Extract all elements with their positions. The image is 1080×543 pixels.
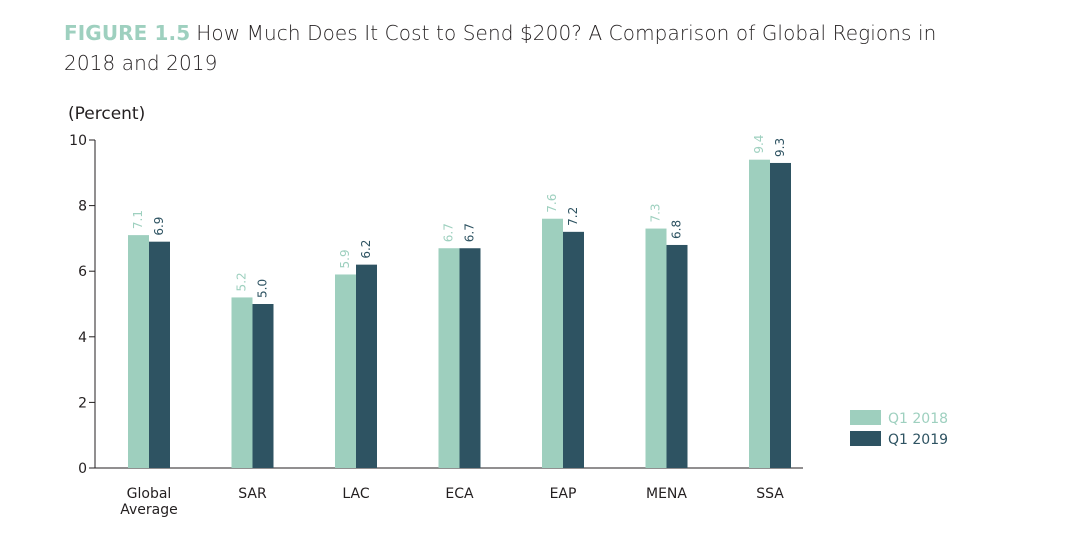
bar-q1-2019 (563, 231, 584, 468)
data-label: 6.8 (670, 220, 684, 239)
data-label: 5.2 (235, 272, 249, 291)
y-axis: 0 2 4 6 8 10 (69, 133, 803, 477)
chart-title: FIGURE 1.5 How Much Does It Cost to Send … (64, 18, 964, 78)
legend-swatch-q1-2019 (850, 431, 881, 446)
bar-q1-2018 (645, 228, 667, 468)
data-label: 6.9 (152, 217, 166, 236)
bar-q1-2019 (459, 248, 481, 468)
bar-q1-2019 (770, 162, 791, 468)
data-label: 6.7 (442, 223, 456, 242)
figure-label: FIGURE 1.5 (64, 21, 191, 45)
y-tick-label: 6 (78, 264, 87, 280)
data-label: 5.0 (256, 279, 270, 298)
legend-swatch-q1-2018 (850, 410, 881, 425)
category-label: EAP (550, 486, 577, 502)
y-tick-label: 10 (69, 133, 87, 149)
figure-title: How Much Does It Cost to Send $200? A Co… (64, 21, 937, 75)
bar-q1-2019 (149, 241, 170, 468)
bar-q1-2019 (356, 264, 377, 468)
legend-label: Q1 2018 (888, 411, 948, 427)
category-label: Average (120, 502, 178, 518)
category-label: SAR (238, 486, 267, 502)
y-axis-unit-label: (Percent) (68, 104, 145, 124)
data-label: 5.9 (338, 249, 352, 268)
y-tick-label: 0 (78, 461, 87, 477)
bar-q1-2019 (252, 304, 274, 468)
data-label: 9.4 (752, 135, 766, 154)
bar-series: 7.1 6.9 5.2 5.0 5.9 6.2 6.7 6.7 7.6 7.2 7.3 6.8 9.4 9… (128, 135, 791, 468)
bar-q1-2018 (542, 218, 563, 468)
data-label: 9.3 (773, 138, 787, 157)
bar-q1-2018 (335, 274, 356, 468)
y-tick-label: 2 (78, 395, 87, 411)
bar-q1-2019 (666, 244, 688, 468)
legend-label: Q1 2019 (888, 432, 948, 448)
data-label: 7.2 (566, 207, 580, 226)
category-label: MENA (646, 486, 687, 502)
bar-q1-2018 (128, 235, 149, 468)
data-label: 7.3 (649, 203, 663, 222)
data-label: 6.7 (463, 223, 477, 242)
category-label: ECA (445, 486, 474, 502)
y-tick-label: 8 (78, 199, 87, 215)
data-label: 7.6 (545, 194, 559, 213)
category-label: SSA (756, 486, 784, 502)
legend: Q1 2018 Q1 2019 (850, 410, 948, 448)
category-label: Global (127, 486, 172, 502)
bar-q1-2018 (438, 248, 460, 468)
category-label: LAC (342, 486, 369, 502)
bar-q1-2018 (231, 297, 253, 468)
data-label: 7.1 (131, 210, 145, 229)
data-label: 6.2 (359, 240, 373, 259)
y-tick-label: 4 (78, 330, 87, 346)
bar-q1-2018 (749, 159, 770, 468)
